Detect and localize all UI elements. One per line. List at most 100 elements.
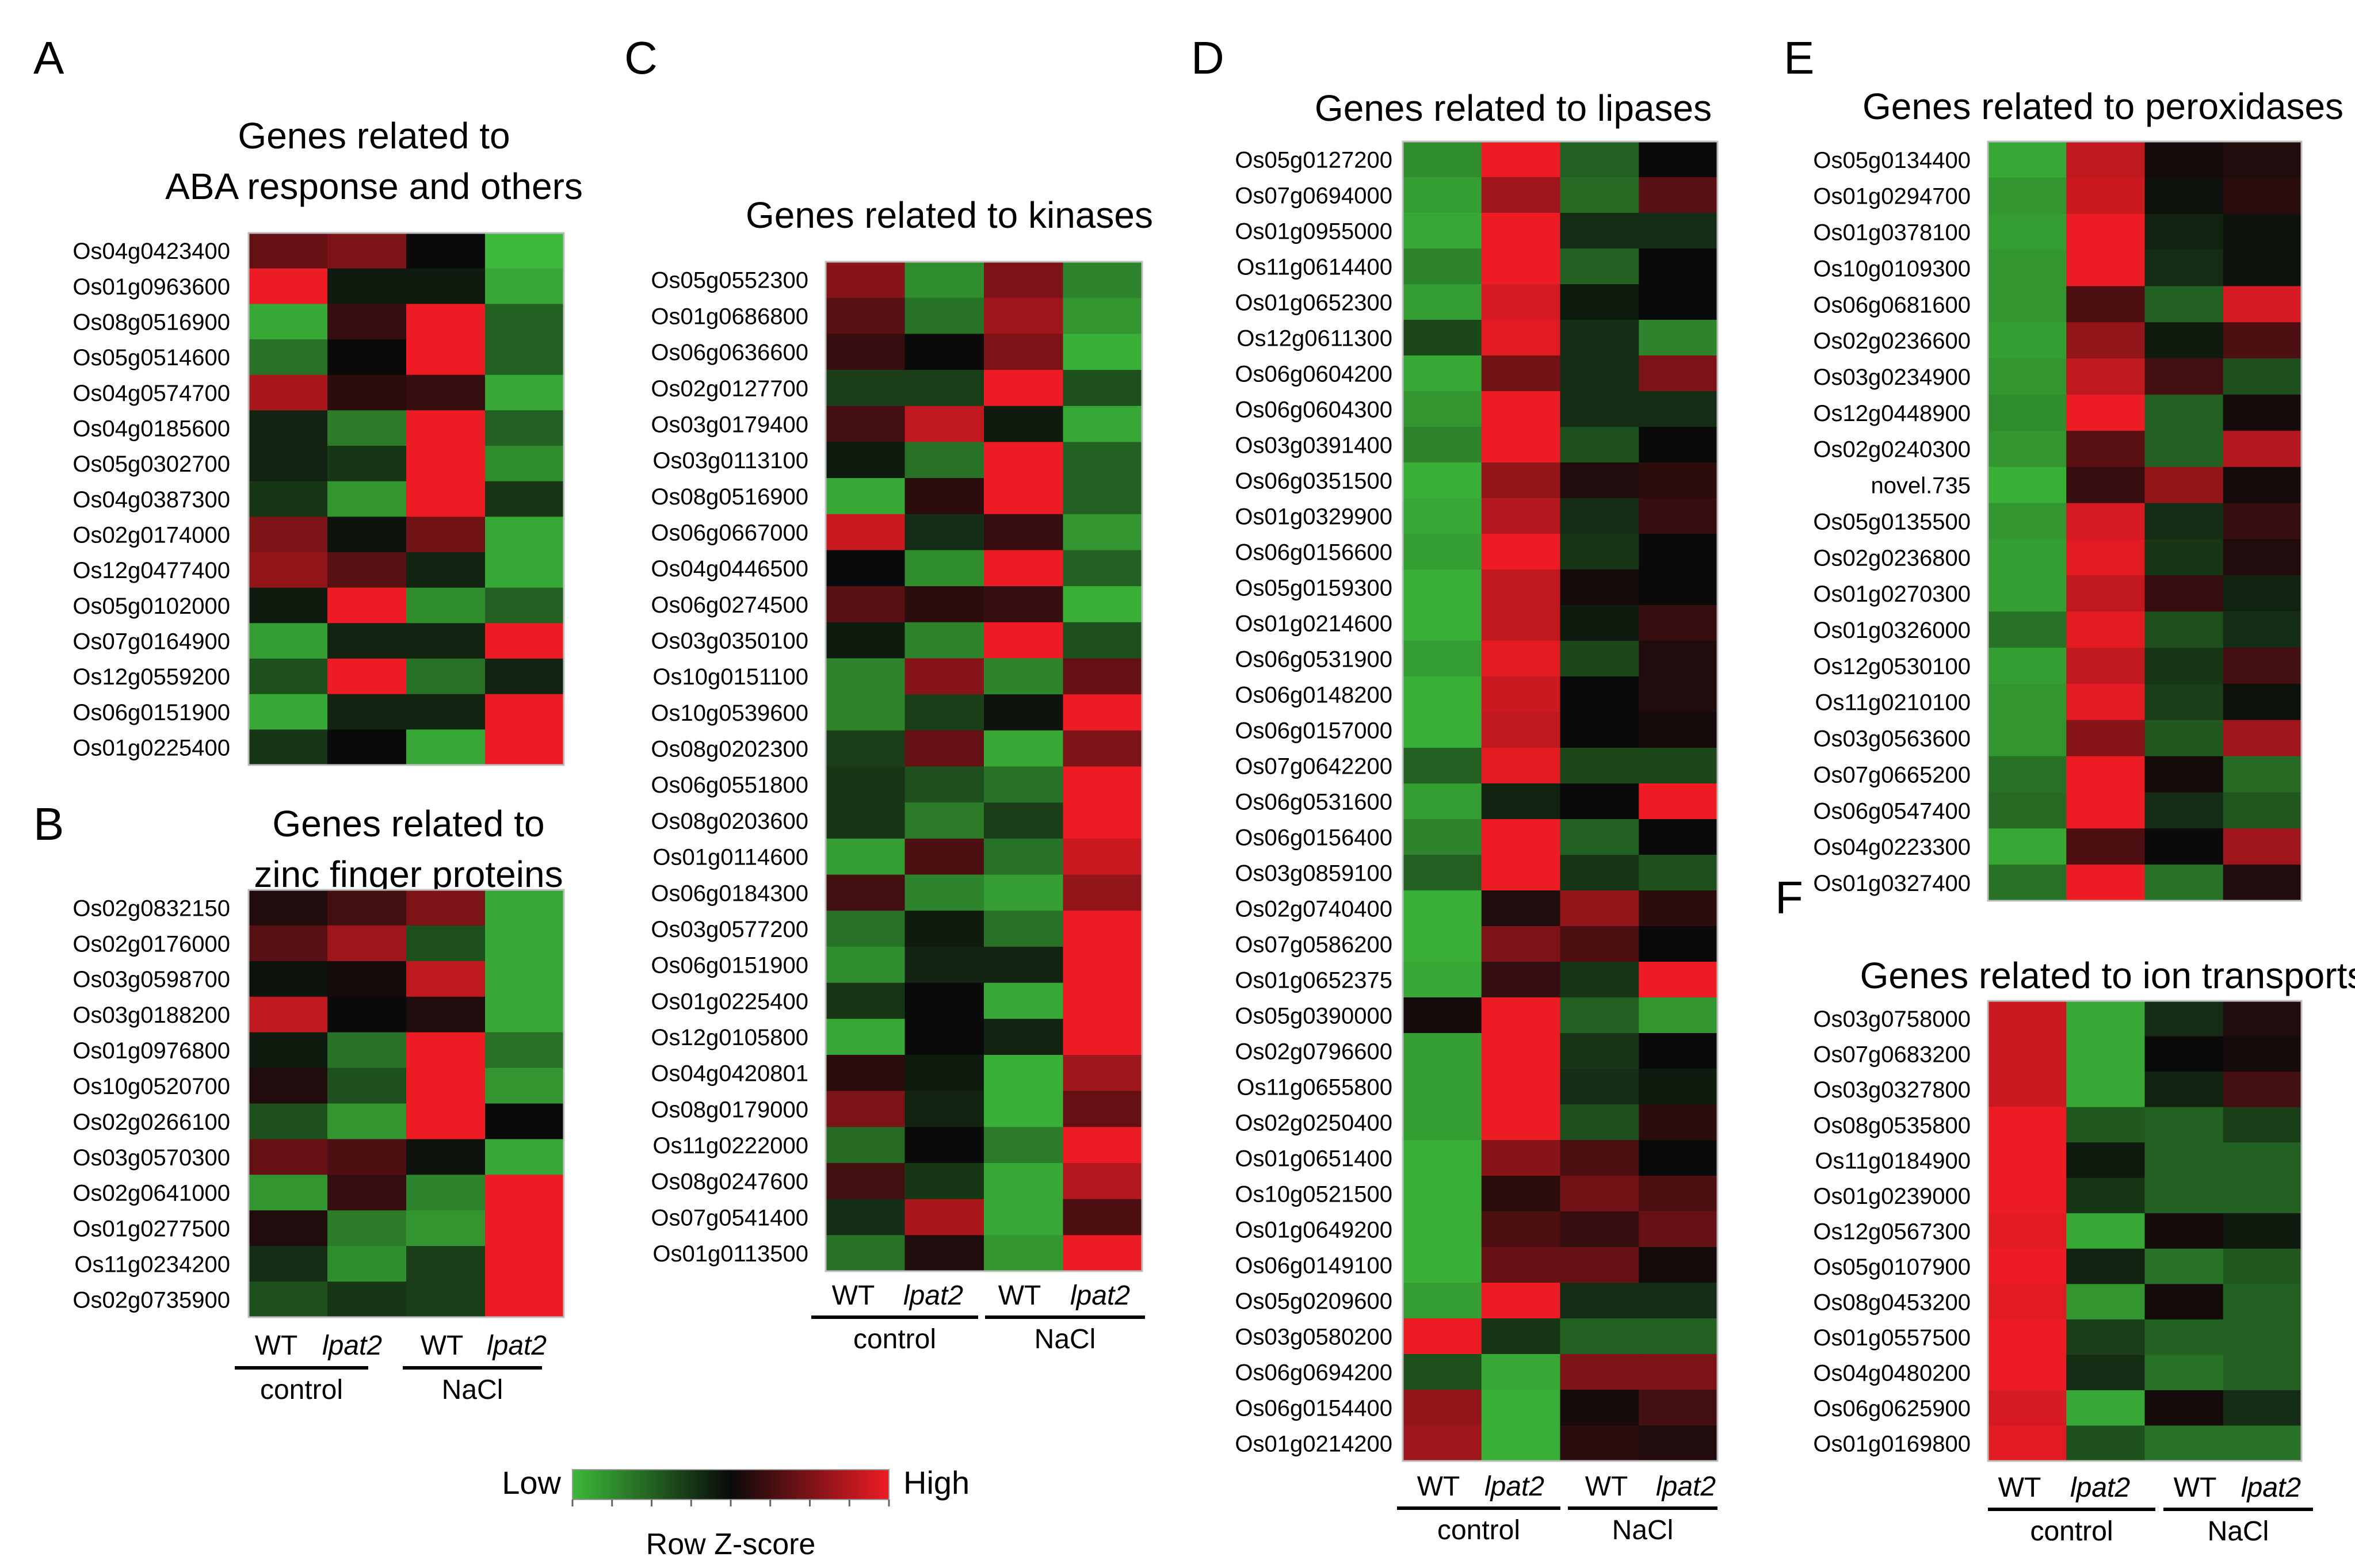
panel-d-gene-label-os06g0157000: Os06g0157000	[1235, 718, 1392, 743]
panel-a-cell-os08g0516900-col2	[327, 304, 407, 340]
panel-f-cell-os05g0107900-col2	[2066, 1248, 2146, 1284]
panel-c-cell-os04g0420801-col4	[1063, 1054, 1143, 1092]
panel-a-cell-os08g0516900-col4	[485, 304, 564, 340]
panel-f-cell-os01g0169800-col4	[2223, 1425, 2302, 1462]
panel-e-cell-os07g0665200-col3	[2144, 756, 2224, 793]
panel-a-cell-os05g0102000-col4	[485, 587, 564, 624]
panel-f-cell-os01g0169800-col2	[2066, 1425, 2146, 1462]
panel-d-cell-os06g0694200-col3	[1560, 1354, 1639, 1390]
panel-f-cell-os04g0480200-col1	[1988, 1355, 2067, 1391]
panel-a-cell-os04g0185600-col2	[327, 410, 407, 446]
panel-d-cell-os06g0149100-col4	[1639, 1247, 1718, 1283]
panel-d-cell-os07g0586200-col1	[1403, 926, 1482, 962]
panel-f-gene-label-os04g0480200: Os04g0480200	[1813, 1361, 1971, 1386]
panel-d-cell-os01g0651400-col4	[1639, 1140, 1718, 1176]
panel-d-cell-os01g0651400-col1	[1403, 1140, 1482, 1176]
panel-e-cell-os01g0294700-col2	[2066, 177, 2146, 215]
panel-d-cell-os06g0604300-col2	[1481, 391, 1561, 427]
panel-a-cell-os05g0302700-col3	[406, 446, 486, 482]
panel-e-cell-os11g0210100-col1	[1988, 683, 2067, 721]
panel-d-cell-os03g0391400-col1	[1403, 427, 1482, 463]
panel-a-cell-os05g0302700-col4	[485, 446, 564, 482]
panel-a-gene-label-os07g0164900: Os07g0164900	[72, 629, 230, 655]
panel-f-cell-os07g0683200-col2	[2066, 1036, 2146, 1072]
panel-d-cell-os02g0740400-col3	[1560, 890, 1639, 927]
panel-e-column-label-3: WT	[2174, 1473, 2217, 1503]
panel-e-cell-os11g0210100-col4	[2223, 683, 2302, 721]
panel-d-cell-os07g0642200-col2	[1481, 748, 1561, 784]
panel-d-cell-os11g0655800-col2	[1481, 1069, 1561, 1105]
panel-b-cell-os10g0520700-col2	[327, 1068, 407, 1104]
panel-d-cell-os01g0652300-col3	[1560, 284, 1639, 320]
panel-a-cell-os01g0225400-col2	[327, 729, 407, 766]
panel-c-cell-os01g0225400-col1	[826, 982, 906, 1019]
panel-c-cell-os08g0247600-col3	[984, 1162, 1064, 1200]
panel-c-cell-os10g0151100-col2	[904, 658, 984, 695]
panel-f-gene-label-os01g0169800: Os01g0169800	[1813, 1432, 1971, 1457]
panel-c-cell-os08g0247600-col4	[1063, 1162, 1143, 1200]
panel-d-cell-os02g0740400-col2	[1481, 890, 1561, 927]
panel-f-column-label-3: WT	[2174, 1473, 2217, 1503]
panel-d-cell-os10g0521500-col1	[1403, 1176, 1482, 1212]
panel-d-cell-os05g0209600-col4	[1639, 1283, 1718, 1319]
panel-d-cell-os06g0148200-col1	[1403, 676, 1482, 713]
panel-d-cell-os01g0649200-col4	[1639, 1211, 1718, 1248]
panel-e-cell-os01g0326000-col3	[2144, 611, 2224, 648]
panel-d-cell-os06g0531600-col3	[1560, 783, 1639, 820]
panel-d-cell-os01g0955000-col1	[1403, 213, 1482, 249]
panel-b-cell-os03g0598700-col2	[327, 961, 407, 997]
panel-a-cell-os05g0302700-col1	[249, 446, 328, 482]
panel-e-cell-os06g0547400-col2	[2066, 792, 2146, 829]
panel-a-cell-os07g0164900-col3	[406, 623, 486, 659]
panel-c-cell-os06g0184300-col4	[1063, 874, 1143, 911]
panel-e-cell-os01g0294700-col3	[2144, 177, 2224, 215]
panel-f-cell-os11g0184900-col1	[1988, 1142, 2067, 1179]
panel-b-cell-os02g0641000-col3	[406, 1175, 486, 1211]
panel-a-cell-os02g0174000-col1	[249, 517, 328, 553]
panel-a-cell-os05g0102000-col3	[406, 587, 486, 624]
panel-c-cell-os06g0151900-col1	[826, 946, 906, 984]
panel-e-cell-os05g0134400-col1	[1988, 141, 2067, 178]
panel-a-gene-label-os04g0185600: Os04g0185600	[72, 416, 230, 442]
panel-d-cell-os01g0955000-col2	[1481, 213, 1561, 249]
panel-c-cell-os05g0552300-col2	[904, 262, 984, 299]
panel-a-cell-os01g0963600-col3	[406, 268, 486, 304]
panel-c-cell-os01g0114600-col3	[984, 838, 1064, 875]
panel-d-cell-os06g0351500-col4	[1639, 462, 1718, 499]
panel-c-gene-label-os02g0127700: Os02g0127700	[651, 376, 808, 401]
panel-c-cell-os06g0551800-col2	[904, 766, 984, 803]
panel-c-cell-os01g0113500-col1	[826, 1235, 906, 1272]
panel-f-cell-os01g0557500-col3	[2144, 1319, 2224, 1355]
panel-f-cell-os01g0169800-col3	[2144, 1425, 2224, 1462]
panel-c-cell-os11g0222000-col3	[984, 1127, 1064, 1164]
panel-e-cell-os01g0378100-col3	[2144, 213, 2224, 251]
panel-f-gene-label-os03g0758000: Os03g0758000	[1813, 1007, 1971, 1032]
panel-d-cell-os06g0154400-col4	[1639, 1390, 1718, 1426]
panel-d-gene-label-os01g0649200: Os01g0649200	[1235, 1217, 1392, 1242]
panel-c-gene-label-os01g0225400: Os01g0225400	[651, 989, 808, 1014]
panel-f-gene-label-os12g0567300: Os12g0567300	[1813, 1219, 1971, 1244]
panel-c-cell-os12g0105800-col3	[984, 1019, 1064, 1055]
panel-b-gene-label-os02g0735900: Os02g0735900	[72, 1287, 230, 1313]
panel-b-gene-label-os02g0176000: Os02g0176000	[72, 931, 230, 957]
panel-d-cell-os03g0391400-col2	[1481, 427, 1561, 463]
panel-b-column-label-1: WT	[255, 1330, 298, 1361]
panel-b-column-label-4: lpat2	[487, 1330, 547, 1361]
panel-d-cell-os06g0148200-col4	[1639, 676, 1718, 713]
panel-d-cell-os06g0154400-col1	[1403, 1390, 1482, 1426]
panel-c-cell-os03g0350100-col3	[984, 622, 1064, 659]
panel-b-cell-os03g0570300-col1	[249, 1139, 328, 1175]
panel-b-gene-label-os11g0234200: Os11g0234200	[74, 1252, 230, 1278]
panel-d-gene-label-os07g0586200: Os07g0586200	[1235, 932, 1392, 957]
panel-c-cell-os03g0113100-col2	[904, 442, 984, 479]
panel-f-cell-os11g0184900-col2	[2066, 1142, 2146, 1179]
panel-a-cell-os07g0164900-col2	[327, 623, 407, 659]
panel-a-cell-os04g0423400-col4	[485, 233, 564, 269]
panel-f-cell-os03g0758000-col4	[2223, 1001, 2302, 1037]
panel-c-cell-os06g0636600-col3	[984, 334, 1064, 370]
panel-c-cell-os10g0539600-col3	[984, 694, 1064, 731]
panel-d-cell-os06g0531900-col4	[1639, 641, 1718, 677]
panel-c-cell-os04g0446500-col2	[904, 550, 984, 587]
panel-f-cell-os08g0535800-col2	[2066, 1107, 2146, 1143]
panel-d-cell-os01g0214600-col4	[1639, 605, 1718, 641]
